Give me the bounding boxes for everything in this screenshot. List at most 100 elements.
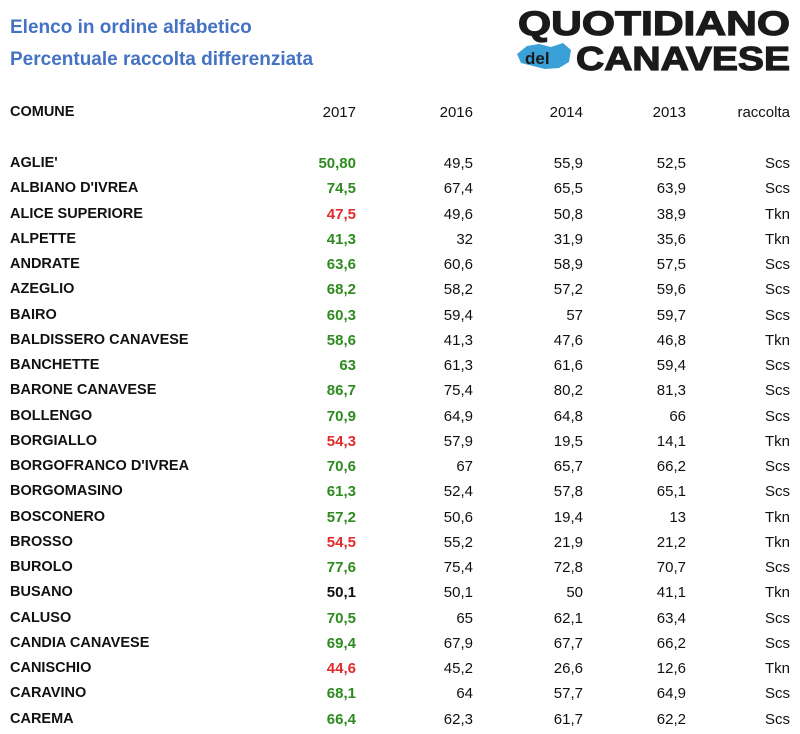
value-2014-cell: 50,8 — [553, 205, 583, 223]
raccolta-cell: Scs — [764, 634, 790, 652]
value-2013-cell: 81,3 — [656, 382, 686, 400]
raccolta-cell: Scs — [764, 710, 790, 728]
table-row: BAIRO 60,3 59,4 57 59,7 Scs — [0, 303, 800, 328]
value-2014-cell: 31,9 — [553, 230, 583, 248]
value-2013-cell: 13 — [669, 508, 686, 526]
col-header-raccolta: raccolta — [737, 104, 790, 121]
comune-cell: BOSCONERO — [10, 508, 106, 525]
value-2017-cell: 50,1 — [326, 584, 356, 602]
page-title: Elenco in ordine alfabetico — [10, 17, 252, 38]
value-2016-cell: 62,3 — [443, 710, 473, 728]
raccolta-cell: Scs — [764, 559, 790, 576]
value-2014-cell: 50 — [566, 584, 583, 602]
value-2016-cell: 75,4 — [443, 382, 473, 400]
value-2014-cell: 47,6 — [553, 331, 583, 349]
table-row: ANDRATE 63,6 60,6 58,9 57,5 Scs — [0, 252, 800, 277]
comune-cell: AGLIE' — [10, 155, 58, 171]
comune-cell: CALUSO — [10, 609, 72, 626]
table-row: CALUSO 70,5 65 62,1 63,4 Scs — [0, 606, 800, 631]
value-2017-cell: 69,4 — [326, 634, 356, 652]
comune-cell: CANISCHIO — [10, 660, 92, 676]
value-2013-cell: 66,2 — [656, 458, 686, 475]
value-2013-cell: 52,5 — [656, 155, 686, 172]
value-2016-cell: 49,5 — [443, 155, 473, 172]
value-2014-cell: 64,8 — [553, 407, 583, 425]
value-2017-cell: 70,6 — [326, 458, 356, 475]
value-2014-cell: 61,6 — [553, 357, 583, 374]
value-2014-cell: 57 — [566, 306, 583, 324]
table-row: BORGOFRANCO D'IVREA 70,6 67 65,7 66,2 Scs — [0, 454, 800, 479]
raccolta-cell: Scs — [764, 458, 790, 475]
value-2016-cell: 75,4 — [443, 559, 473, 576]
comune-cell: ANDRATE — [10, 256, 80, 272]
comune-cell: BAIRO — [10, 306, 57, 323]
value-2016-cell: 49,6 — [443, 205, 473, 223]
table-row: BOSCONERO 57,2 50,6 19,4 13 Tkn — [0, 505, 800, 530]
table-row: BOLLENGO 70,9 64,9 64,8 66 Scs — [0, 404, 800, 429]
value-2016-cell: 65 — [456, 609, 473, 627]
value-2014-cell: 65,7 — [553, 458, 583, 475]
comune-cell: BORGOFRANCO D'IVREA — [10, 458, 190, 474]
value-2013-cell: 14,1 — [656, 432, 686, 450]
value-2013-cell: 59,4 — [656, 357, 686, 374]
title-block: Elenco in ordine alfabetico Percentuale … — [10, 12, 313, 76]
value-2017-cell: 47,5 — [326, 205, 356, 223]
comune-cell: BUROLO — [10, 559, 73, 575]
value-2017-cell: 70,5 — [326, 609, 356, 627]
canavese-map-shape — [517, 43, 571, 69]
table-row: BUSANO 50,1 50,1 50 41,1 Tkn — [0, 580, 800, 605]
value-2013-cell: 63,4 — [656, 609, 686, 627]
value-2017-cell: 58,6 — [326, 331, 356, 349]
value-2014-cell: 57,2 — [553, 281, 583, 299]
value-2013-cell: 70,7 — [656, 559, 686, 576]
table-row: AGLIE' 50,80 49,5 55,9 52,5 Scs — [0, 151, 800, 176]
value-2016-cell: 45,2 — [443, 660, 473, 677]
value-2017-cell: 54,3 — [326, 432, 356, 450]
raccolta-cell: Scs — [764, 155, 790, 172]
raccolta-cell: Tkn — [764, 584, 790, 602]
raccolta-cell: Tkn — [764, 660, 790, 677]
value-2017-cell: 61,3 — [326, 483, 356, 501]
value-2016-cell: 57,9 — [443, 432, 473, 450]
value-2016-cell: 55,2 — [443, 533, 473, 551]
table-row: ALBIANO D'IVREA 74,5 67,4 65,5 63,9 Scs — [0, 176, 800, 201]
value-2017-cell: 41,3 — [326, 230, 356, 248]
value-2014-cell: 61,7 — [553, 710, 583, 728]
value-2016-cell: 60,6 — [443, 256, 473, 273]
raccolta-cell: Tkn — [764, 331, 790, 349]
comune-cell: BORGIALLO — [10, 432, 97, 449]
value-2016-cell: 67 — [456, 458, 473, 475]
value-2016-cell: 67,9 — [443, 634, 473, 652]
value-2016-cell: 50,1 — [443, 584, 473, 602]
logo-text-bottom: CANAVESE — [576, 40, 790, 76]
table-row: BORGOMASINO 61,3 52,4 57,8 65,1 Scs — [0, 479, 800, 504]
comune-cell: BANCHETTE — [10, 357, 100, 373]
value-2014-cell: 62,1 — [553, 609, 583, 627]
table-row: BALDISSERO CANAVESE 58,6 41,3 47,6 46,8 Tkn — [0, 328, 800, 353]
table-row: CANISCHIO 44,6 45,2 26,6 12,6 Tkn — [0, 656, 800, 681]
comune-cell: CAREMA — [10, 710, 74, 727]
value-2016-cell: 32 — [456, 230, 473, 248]
comune-cell: BROSSO — [10, 533, 73, 550]
col-header-2016: 2016 — [439, 104, 473, 121]
value-2014-cell: 58,9 — [553, 256, 583, 273]
col-header-2013: 2013 — [652, 104, 686, 121]
table-row: BANCHETTE 63 61,3 61,6 59,4 Scs — [0, 353, 800, 378]
value-2017-cell: 50,80 — [318, 155, 356, 172]
value-2013-cell: 65,1 — [656, 483, 686, 501]
table-header: COMUNE 2017 2016 2014 2013 raccolta — [0, 100, 800, 125]
value-2014-cell: 80,2 — [553, 382, 583, 400]
value-2013-cell: 66 — [669, 407, 686, 425]
comune-cell: BUSANO — [10, 584, 73, 601]
quotidiano-canavese-logo: QUOTIDIANO del CANAVESE — [515, 6, 793, 76]
value-2013-cell: 35,6 — [656, 230, 686, 248]
comune-cell: CARAVINO — [10, 685, 87, 702]
table-row: AZEGLIO 68,2 58,2 57,2 59,6 Scs — [0, 277, 800, 302]
table-row: BROSSO 54,5 55,2 21,9 21,2 Tkn — [0, 530, 800, 555]
raccolta-cell: Tkn — [764, 230, 790, 248]
value-2013-cell: 63,9 — [656, 180, 686, 198]
value-2017-cell: 74,5 — [326, 180, 356, 198]
col-header-comune: COMUNE — [10, 104, 75, 120]
value-2014-cell: 57,8 — [553, 483, 583, 501]
comune-cell: ALPETTE — [10, 230, 77, 247]
